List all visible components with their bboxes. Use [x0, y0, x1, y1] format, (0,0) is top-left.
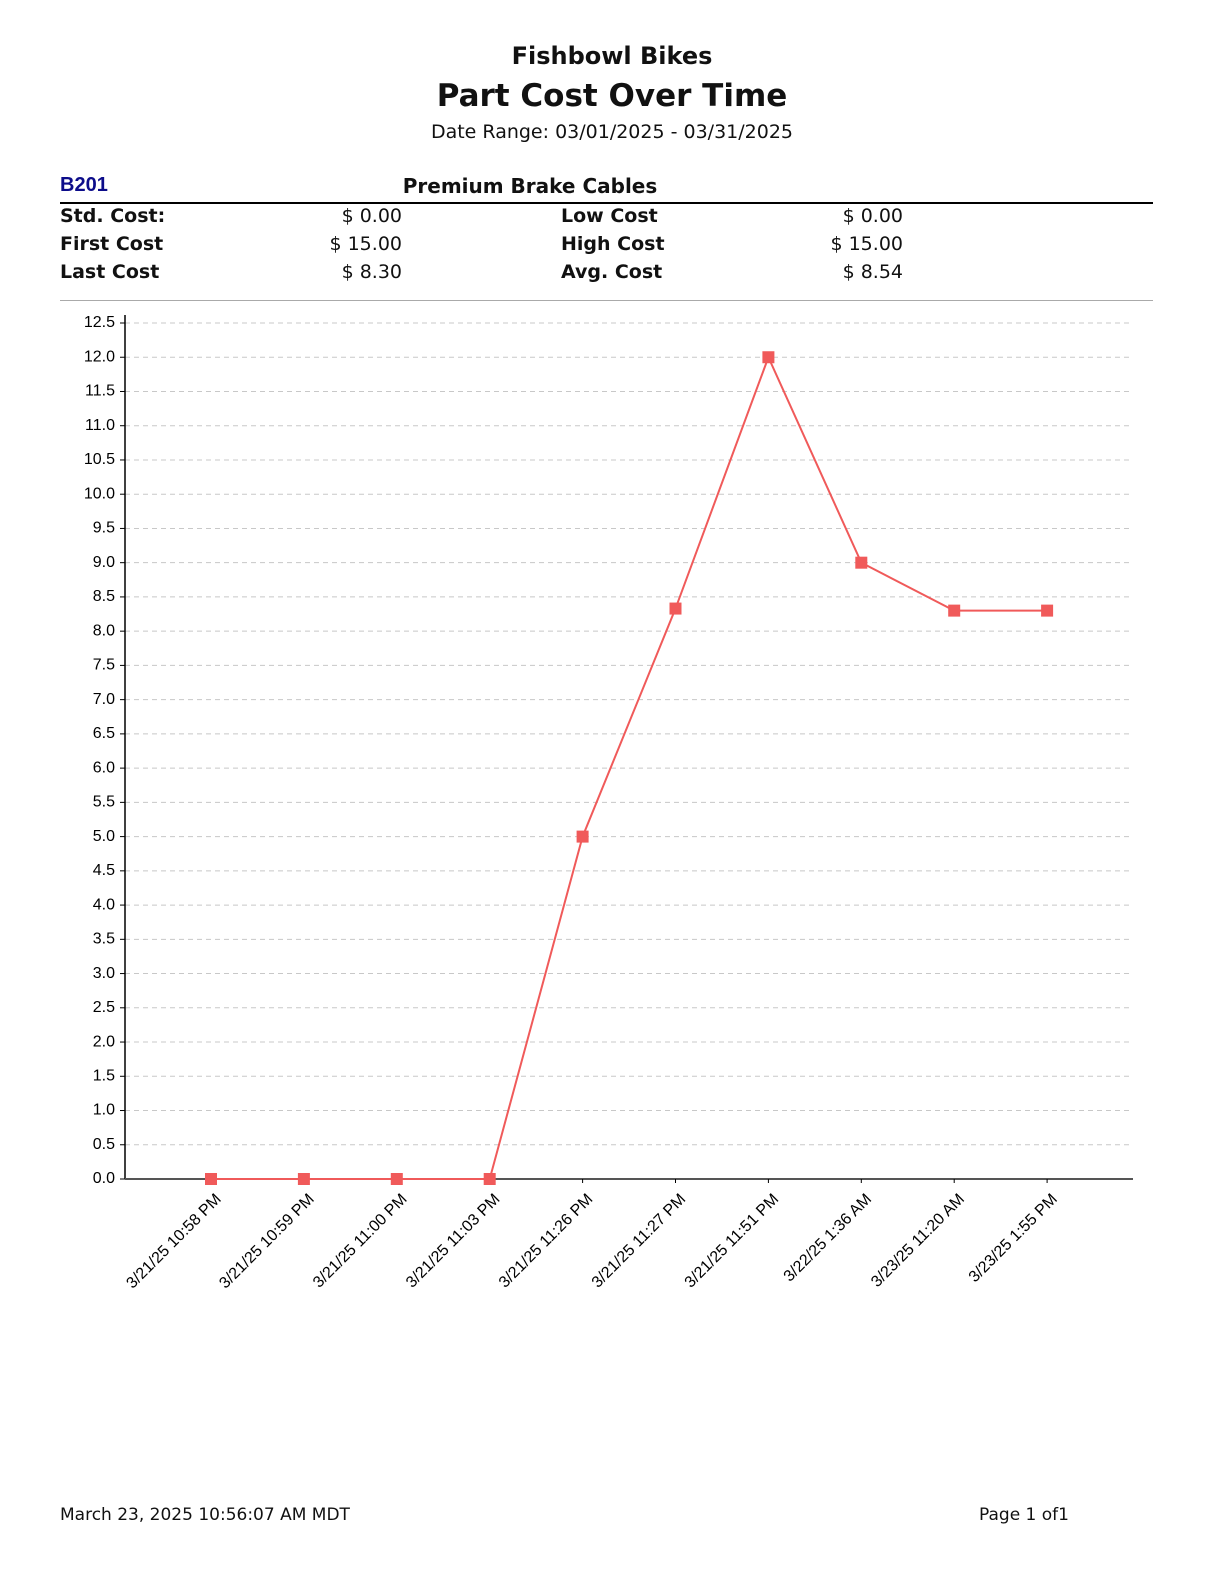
summary-value: $ 15.00 [830, 233, 903, 255]
data-point [1041, 604, 1054, 617]
y-tick-label: 6.5 [93, 725, 115, 742]
x-tick-label: 3/21/25 11:27 PM [589, 1191, 690, 1292]
summary-label: High Cost [561, 233, 665, 255]
y-tick-label: 9.5 [93, 520, 115, 537]
y-tick-label: 9.0 [93, 554, 115, 571]
y-tick-label: 0.0 [93, 1170, 115, 1187]
y-tick-label: 7.0 [93, 691, 115, 708]
summary-value: $ 15.00 [329, 233, 402, 255]
divider [60, 202, 1153, 204]
y-tick-label: 4.5 [93, 862, 115, 879]
y-tick-label: 5.0 [93, 828, 115, 845]
y-tick-label: 1.0 [93, 1102, 115, 1119]
timestamp: March 23, 2025 10:56:07 AM MDT [60, 1505, 350, 1525]
date-range: Date Range: 03/01/2025 - 03/31/2025 [430, 121, 794, 143]
data-point [297, 1173, 310, 1185]
divider [60, 300, 1153, 301]
y-tick-label: 11.0 [85, 417, 115, 434]
y-tick-label: 12.0 [84, 348, 115, 365]
data-point [483, 1173, 496, 1185]
y-tick-label: 8.5 [93, 588, 115, 605]
x-tick-label: 3/21/25 11:00 PM [310, 1191, 411, 1292]
x-tick-label: 3/21/25 11:26 PM [496, 1191, 597, 1292]
y-tick-label: 11.5 [85, 383, 115, 400]
y-tick-label: 2.0 [93, 1033, 115, 1050]
summary-label: Avg. Cost [561, 261, 663, 283]
y-tick-label: 5.5 [93, 794, 115, 811]
x-tick-label: 3/21/25 11:03 PM [403, 1191, 504, 1292]
y-tick-label: 12.5 [84, 314, 115, 331]
x-tick-label: 3/23/25 11:20 AM [868, 1191, 968, 1291]
y-tick-label: 8.0 [93, 622, 115, 639]
page-number: Page 1 of1 [979, 1505, 1069, 1525]
series-line [211, 354, 1048, 1180]
data-point [855, 556, 868, 569]
y-tick-label: 1.5 [93, 1067, 115, 1084]
summary-label: First Cost [60, 233, 164, 255]
summary-label: Std. Cost: [60, 205, 166, 227]
company-name: Fishbowl Bikes [511, 42, 713, 70]
chart: 0.0 0.5 1.0 1.5 2.0 2.5 3.0 3.5 4.0 4.5 5.0 5.5 6.0 6… [84, 314, 1133, 1292]
x-tick-label: 3/21/25 11:51 PM [682, 1191, 783, 1292]
x-tick-label: 3/23/25 1:55 PM [966, 1191, 1061, 1286]
y-tick-label: 10.0 [84, 485, 115, 502]
y-tick-label: 6.0 [93, 759, 115, 776]
summary-value: $ 8.54 [842, 261, 903, 283]
x-tick-label: 3/21/25 10:58 PM [123, 1191, 224, 1292]
summary-value: $ 0.00 [842, 205, 903, 227]
y-tick-label: 7.5 [93, 657, 115, 674]
y-tick-label: 2.5 [93, 999, 115, 1016]
data-point [390, 1173, 403, 1185]
data-point [948, 604, 961, 617]
data-point [762, 351, 775, 364]
data-point [669, 602, 682, 615]
part-number: B201 [60, 174, 108, 196]
part-description: Premium Brake Cables [402, 174, 658, 198]
x-tick-label: 3/22/25 1:36 AM [781, 1191, 875, 1285]
y-tick-label: 10.5 [84, 451, 115, 468]
y-tick-label: 0.5 [93, 1136, 115, 1153]
summary-label: Low Cost [561, 205, 658, 227]
data-point [576, 830, 589, 843]
y-tick-label: 3.5 [93, 931, 115, 948]
data-point [205, 1173, 217, 1185]
summary-value: $ 0.00 [341, 205, 402, 227]
report-title: Part Cost Over Time [436, 78, 788, 114]
summary-label: Last Cost [60, 261, 160, 283]
summary-value: $ 8.30 [341, 261, 402, 283]
y-tick-label: 4.0 [93, 896, 115, 913]
y-tick-label: 3.0 [93, 965, 115, 982]
x-tick-label: 3/21/25 10:59 PM [216, 1191, 317, 1292]
